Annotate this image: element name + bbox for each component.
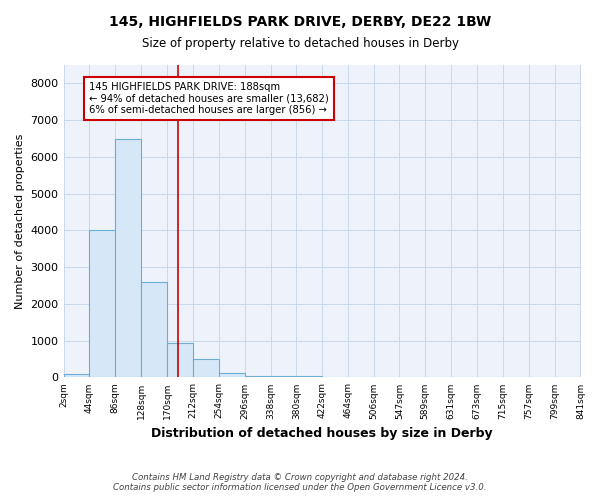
Bar [64,374,89,378]
Bar [296,376,322,378]
X-axis label: Distribution of detached houses by size in Derby: Distribution of detached houses by size … [151,427,493,440]
Bar [219,373,245,378]
Text: Size of property relative to detached houses in Derby: Size of property relative to detached ho… [142,38,458,51]
Bar [141,282,167,378]
Bar [89,230,115,378]
Bar [245,376,271,378]
Bar [271,376,296,378]
Text: Contains HM Land Registry data © Crown copyright and database right 2024.
Contai: Contains HM Land Registry data © Crown c… [113,473,487,492]
Bar [115,138,141,378]
Text: 145 HIGHFIELDS PARK DRIVE: 188sqm
← 94% of detached houses are smaller (13,682)
: 145 HIGHFIELDS PARK DRIVE: 188sqm ← 94% … [89,82,329,114]
Text: 145, HIGHFIELDS PARK DRIVE, DERBY, DE22 1BW: 145, HIGHFIELDS PARK DRIVE, DERBY, DE22 … [109,15,491,29]
Bar [193,359,219,378]
Bar [167,342,193,378]
Y-axis label: Number of detached properties: Number of detached properties [15,134,25,309]
